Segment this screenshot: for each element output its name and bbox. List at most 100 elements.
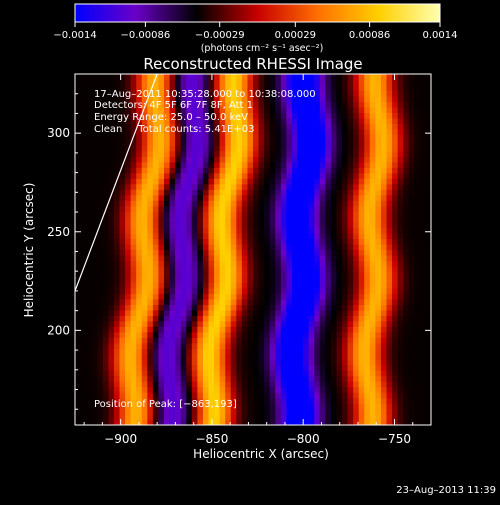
heatmap-cell (253, 167, 260, 174)
heatmap-cell (314, 205, 321, 212)
heatmap-cell (403, 364, 410, 371)
heatmap-cell (136, 337, 143, 344)
heatmap-cell (230, 200, 237, 207)
heatmap-cell (214, 167, 221, 174)
heatmap-cell (152, 282, 160, 289)
heatmap-cell (191, 112, 198, 119)
heatmap-cell (325, 216, 332, 223)
heatmap-cell (130, 161, 137, 168)
heatmap-cell (375, 364, 382, 371)
heatmap-cell (119, 178, 126, 185)
heatmap-cell (258, 364, 265, 371)
heatmap-cell (113, 123, 121, 130)
heatmap-cell (169, 101, 176, 108)
heatmap-cell (80, 74, 87, 81)
heatmap-cell (169, 161, 176, 168)
heatmap-cell (386, 183, 393, 190)
heatmap-cell (264, 304, 271, 311)
solar-limb-line (75, 74, 158, 292)
heatmap-cell (80, 117, 87, 124)
heatmap-cell (141, 260, 148, 267)
heatmap-cell (325, 315, 332, 322)
heatmap-cell (86, 150, 93, 157)
heatmap-cell (236, 134, 243, 141)
heatmap-cell (80, 397, 87, 404)
heatmap-cell (336, 375, 343, 382)
heatmap-cell (253, 233, 260, 240)
heatmap-cell (125, 145, 132, 152)
heatmap-cell (425, 298, 431, 305)
heatmap-cell (108, 172, 115, 179)
heatmap-cell (303, 178, 310, 185)
heatmap-cell (136, 95, 143, 103)
heatmap-cell (347, 293, 354, 300)
heatmap-cell (86, 309, 93, 316)
heatmap-cell (286, 150, 293, 157)
heatmap-cell (230, 337, 237, 344)
heatmap-cell (197, 101, 204, 108)
heatmap-cell (403, 260, 410, 267)
heatmap-cell (336, 293, 343, 300)
heatmap-cell (202, 403, 210, 410)
heatmap-cell (130, 386, 137, 393)
heatmap-cell (119, 145, 126, 152)
heatmap-cell (347, 211, 354, 218)
heatmap-cell (225, 194, 232, 201)
heatmap-cell (208, 205, 215, 212)
heatmap-cell (319, 276, 326, 284)
heatmap-cell (336, 238, 343, 245)
heatmap-cell (408, 238, 415, 245)
heatmap-cell (225, 353, 232, 360)
heatmap-cell (108, 233, 115, 240)
heatmap-cell (186, 95, 193, 103)
heatmap-cell (258, 403, 265, 410)
heatmap-cell (80, 276, 87, 284)
heatmap-cell (275, 134, 282, 141)
heatmap-cell (380, 315, 388, 322)
heatmap-cell (375, 172, 382, 179)
heatmap-cell (219, 408, 226, 415)
heatmap-cell (219, 74, 226, 81)
heatmap-cell (75, 233, 82, 240)
heatmap-cell (136, 194, 143, 201)
heatmap-cell (353, 249, 360, 256)
heatmap-cell (425, 331, 431, 338)
heatmap-cell (113, 200, 121, 207)
heatmap-cell (369, 167, 376, 174)
heatmap-cell (280, 276, 287, 284)
heatmap-cell (319, 370, 326, 377)
heatmap-cell (86, 128, 93, 135)
heatmap-cell (336, 134, 343, 141)
heatmap-cell (314, 172, 321, 179)
heatmap-cell (308, 189, 315, 196)
heatmap-cell (291, 293, 299, 300)
heatmap-cell (280, 342, 287, 349)
heatmap-cell (280, 79, 287, 86)
heatmap-cell (225, 134, 232, 141)
heatmap-cell (191, 156, 198, 163)
heatmap-cell (97, 386, 104, 393)
heatmap-cell (414, 271, 421, 278)
heatmap-cell (169, 392, 176, 399)
heatmap-cell (325, 178, 332, 185)
heatmap-cell (364, 276, 371, 284)
heatmap-cell (136, 282, 143, 289)
heatmap-cell (119, 134, 126, 141)
heatmap-cell (419, 304, 427, 311)
heatmap-cell (202, 178, 210, 185)
heatmap-cell (308, 381, 315, 388)
heatmap-cell (386, 260, 393, 267)
heatmap-cell (403, 233, 410, 240)
heatmap-cell (397, 397, 404, 404)
heatmap-cell (108, 200, 115, 207)
heatmap-cell (130, 348, 137, 355)
heatmap-cell (175, 287, 182, 294)
heatmap-cell (214, 260, 221, 267)
heatmap-cell (297, 183, 304, 190)
heatmap-cell (219, 375, 226, 382)
heatmap-cell (397, 326, 404, 333)
heatmap-cell (164, 353, 171, 360)
heatmap-cell (358, 222, 365, 229)
heatmap-cell (219, 117, 226, 124)
heatmap-cell (102, 326, 109, 333)
